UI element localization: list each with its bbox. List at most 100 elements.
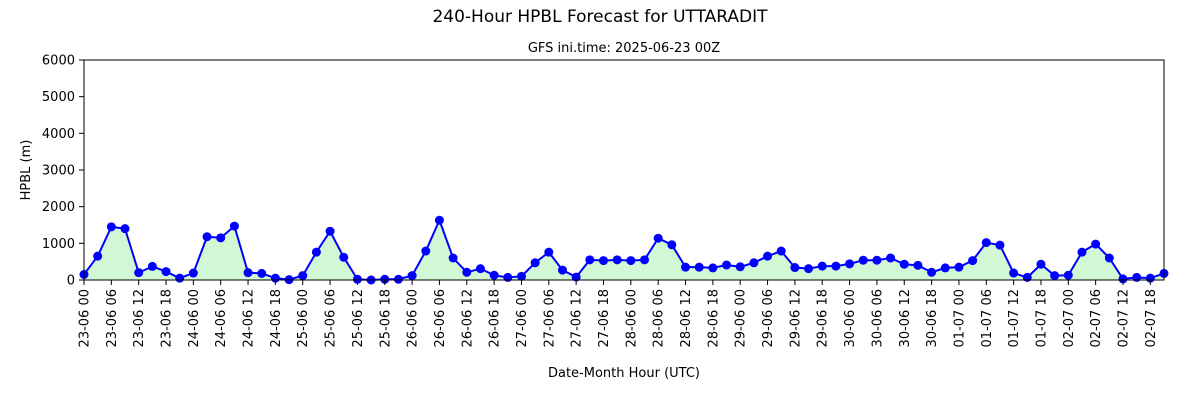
data-point bbox=[626, 256, 636, 266]
x-tick-label: 23-06 18 bbox=[160, 289, 175, 347]
data-point bbox=[298, 271, 308, 281]
data-point bbox=[858, 255, 868, 265]
data-point bbox=[708, 263, 718, 273]
data-point bbox=[1036, 259, 1046, 269]
y-axis-label: HPBL (m) bbox=[19, 140, 34, 201]
x-tick-label: 26-06 06 bbox=[433, 289, 448, 347]
data-point bbox=[325, 226, 335, 236]
data-point bbox=[571, 272, 581, 282]
x-tick-label: 28-06 06 bbox=[652, 289, 667, 347]
chart-title: 240-Hour HPBL Forecast for UTTARADIT bbox=[432, 7, 768, 27]
x-tick-label: 30-06 12 bbox=[898, 289, 913, 347]
data-point bbox=[1009, 268, 1019, 278]
data-point bbox=[93, 251, 103, 261]
data-point bbox=[311, 247, 321, 257]
data-point bbox=[352, 274, 362, 284]
data-point bbox=[243, 268, 253, 278]
data-point bbox=[585, 255, 595, 265]
data-point bbox=[257, 268, 267, 278]
data-point bbox=[831, 261, 841, 271]
x-tick-label: 28-06 00 bbox=[624, 289, 639, 347]
x-tick-label: 01-07 12 bbox=[1007, 289, 1022, 347]
x-tick-label: 26-06 18 bbox=[488, 289, 503, 347]
data-point bbox=[694, 262, 704, 272]
data-point bbox=[134, 268, 144, 278]
y-tick-label: 0 bbox=[67, 274, 75, 289]
x-tick-label: 30-06 06 bbox=[870, 289, 885, 347]
x-tick-label: 24-06 00 bbox=[187, 289, 202, 347]
y-tick-label: 6000 bbox=[42, 54, 75, 69]
data-point bbox=[1050, 271, 1060, 281]
area-fill bbox=[84, 220, 1164, 280]
data-point bbox=[681, 262, 691, 272]
data-point bbox=[940, 263, 950, 273]
data-point bbox=[722, 260, 732, 270]
x-tick-label: 24-06 18 bbox=[269, 289, 284, 347]
data-point bbox=[106, 222, 116, 232]
data-point bbox=[968, 256, 978, 266]
data-point bbox=[1063, 270, 1073, 280]
data-point bbox=[503, 272, 513, 282]
x-tick-label: 23-06 00 bbox=[78, 289, 93, 347]
x-axis-label: Date-Month Hour (UTC) bbox=[548, 366, 700, 381]
data-point bbox=[790, 263, 800, 273]
x-tick-label: 28-06 18 bbox=[706, 289, 721, 347]
data-point bbox=[1132, 272, 1142, 282]
x-tick-label: 25-06 12 bbox=[351, 289, 366, 347]
data-point bbox=[612, 255, 622, 265]
x-tick-label: 02-07 00 bbox=[1062, 289, 1077, 347]
y-tick-label: 1000 bbox=[42, 237, 75, 252]
x-tick-label: 25-06 18 bbox=[378, 289, 393, 347]
data-point bbox=[530, 258, 540, 268]
data-point bbox=[1118, 274, 1128, 284]
x-tick-label: 24-06 06 bbox=[214, 289, 229, 347]
data-point bbox=[489, 270, 499, 280]
data-point bbox=[175, 273, 185, 283]
x-tick-label: 28-06 12 bbox=[679, 289, 694, 347]
x-tick-label: 30-06 00 bbox=[843, 289, 858, 347]
y-tick-label: 3000 bbox=[42, 164, 75, 179]
x-tick-label: 02-07 12 bbox=[1116, 289, 1131, 347]
y-tick-label: 2000 bbox=[42, 200, 75, 215]
data-point bbox=[954, 262, 964, 272]
data-point bbox=[188, 268, 198, 278]
plot-area: 0 1000 2000 3000 4000 5000 6000 23-06 00 23-06 0… bbox=[42, 54, 1169, 347]
x-tick-label: 27-06 12 bbox=[570, 289, 585, 347]
data-point bbox=[763, 251, 773, 261]
data-point bbox=[475, 264, 485, 274]
data-point bbox=[462, 267, 472, 277]
data-point bbox=[380, 274, 390, 284]
data-point bbox=[544, 247, 554, 257]
x-tick-label: 26-06 00 bbox=[406, 289, 421, 347]
data-point bbox=[640, 255, 650, 265]
x-tick-label: 24-06 12 bbox=[242, 289, 257, 347]
x-tick-label: 27-06 00 bbox=[515, 289, 530, 347]
x-tick-label: 29-06 06 bbox=[761, 289, 776, 347]
x-tick-label: 29-06 12 bbox=[788, 289, 803, 347]
x-tick-label: 02-07 06 bbox=[1089, 289, 1104, 347]
data-point bbox=[872, 255, 882, 265]
y-tick-label: 5000 bbox=[42, 90, 75, 105]
y-tick-label: 4000 bbox=[42, 127, 75, 142]
data-point bbox=[886, 253, 896, 263]
data-point bbox=[817, 261, 827, 271]
x-tick-label: 27-06 06 bbox=[542, 289, 557, 347]
data-point bbox=[749, 258, 759, 268]
x-tick-label: 23-06 06 bbox=[105, 289, 120, 347]
data-point bbox=[927, 267, 937, 277]
data-point bbox=[1104, 253, 1114, 263]
data-point bbox=[667, 240, 677, 250]
x-tick-label: 25-06 00 bbox=[296, 289, 311, 347]
data-point bbox=[448, 253, 458, 263]
data-point bbox=[339, 252, 349, 262]
data-point bbox=[845, 259, 855, 269]
data-point bbox=[202, 232, 212, 242]
data-point bbox=[1077, 247, 1087, 257]
data-point bbox=[598, 256, 608, 266]
data-point bbox=[804, 264, 814, 274]
data-point bbox=[776, 246, 786, 256]
x-tick-label: 25-06 06 bbox=[324, 289, 339, 347]
data-point bbox=[421, 246, 431, 256]
data-point bbox=[216, 233, 226, 243]
data-point bbox=[981, 238, 991, 248]
